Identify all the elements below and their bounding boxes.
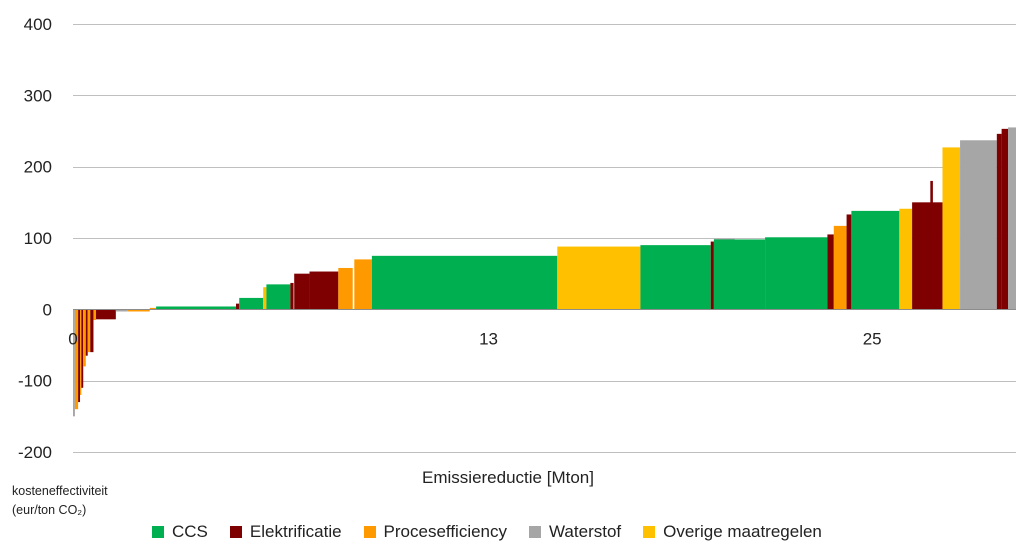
legend-label-overige-maatregelen: Overige maatregelen <box>663 522 822 541</box>
bar-elektrificatie <box>236 303 240 310</box>
bar-waterstof <box>960 140 997 310</box>
bar-elektrificatie <box>846 214 852 310</box>
bar-procesefficiency <box>338 267 353 310</box>
legend-swatch-elektrificatie <box>229 526 242 538</box>
bar-ccs <box>765 237 828 310</box>
y-tick-label: 400 <box>24 15 52 34</box>
bar-procesefficiency <box>354 259 372 310</box>
bar-elektrificatie <box>96 309 116 320</box>
x-tick-label: 25 <box>863 329 882 348</box>
bars <box>73 127 1016 417</box>
bar-overige-maatregelen <box>942 147 961 310</box>
y-tick-label: -100 <box>18 372 52 391</box>
bar-elektrificatie <box>85 309 88 356</box>
bar-elektrificatie <box>78 309 81 403</box>
bar-overige-maatregelen <box>899 208 913 310</box>
y-axis-label-line-1: kosteneffectiviteit <box>12 484 108 498</box>
bar-ccs <box>713 239 766 310</box>
legend-label-procesefficiency: Procesefficiency <box>383 522 508 541</box>
bar-waterstof <box>115 309 128 312</box>
legend-label-waterstof: Waterstof <box>549 522 622 541</box>
bar-procesefficiency <box>833 225 847 310</box>
bar-waterstof <box>73 309 75 417</box>
bar-procesefficiency <box>87 309 91 353</box>
bar-elektrificatie <box>1001 128 1009 310</box>
bar-elektrificatie <box>912 202 943 310</box>
bar-ccs <box>640 245 711 310</box>
y-tick-label: -200 <box>18 443 52 462</box>
legend-item-ccs: CCS <box>152 522 208 542</box>
bar-ccs <box>266 284 291 310</box>
x-axis-label: Emissiereductie [Mton] <box>422 468 594 487</box>
bar-elektrificatie <box>294 273 310 310</box>
legend-label-elektrificatie: Elektrificatie <box>249 522 342 541</box>
legend-item-elektrificatie: Elektrificatie <box>229 522 342 542</box>
bar-elektrificatie <box>290 282 294 310</box>
x-axis-tick-labels: 0 13 25 <box>68 329 881 348</box>
bar-ccs <box>239 297 264 310</box>
bar-ccs <box>371 255 558 310</box>
bar-procesefficiency <box>74 309 79 410</box>
y-tick-label: 200 <box>24 158 52 177</box>
legend-item-overige-maatregelen: Overige maatregelen <box>643 522 822 542</box>
legend-swatch-procesefficiency <box>363 526 376 538</box>
bar-ccs <box>156 306 237 310</box>
bar-elektrificatie <box>309 271 339 310</box>
bar-elektrificatie <box>930 180 933 310</box>
x-tick-label: 13 <box>479 329 498 348</box>
y-tick-label: 300 <box>24 86 52 105</box>
y-axis-label: kosteneffectiviteit (eur/ton CO₂) <box>12 482 108 520</box>
y-tick-label: 0 <box>43 300 52 319</box>
bar-overige-maatregelen <box>263 287 267 310</box>
legend-swatch-waterstof <box>529 526 542 538</box>
bar-procesefficiency <box>93 309 97 321</box>
bar-waterstof <box>1008 127 1016 310</box>
legend-label-ccs: CCS <box>172 522 208 541</box>
legend-item-waterstof: Waterstof <box>529 522 621 542</box>
bar-overige-maatregelen <box>557 246 641 310</box>
bar-procesefficiency <box>80 309 82 395</box>
bar-ccs <box>851 210 900 310</box>
bar-procesefficiency <box>149 307 157 310</box>
legend-swatch-overige-maatregelen <box>643 526 656 538</box>
bar-elektrificatie <box>827 234 834 310</box>
bar-procesefficiency <box>127 309 150 312</box>
bar-elektrificatie <box>710 241 714 310</box>
bar-procesefficiency <box>83 309 86 367</box>
bar-elektrificatie <box>81 309 84 388</box>
bar-elektrificatie <box>90 309 94 353</box>
y-axis-tick-labels: -200 -100 0 100 200 300 400 <box>18 15 52 462</box>
bar-elektrificatie <box>996 133 1002 310</box>
y-axis-label-line-2: (eur/ton CO₂) <box>12 503 87 517</box>
y-tick-label: 100 <box>24 229 52 248</box>
x-tick-label: 0 <box>68 329 77 348</box>
legend-swatch-ccs <box>152 526 164 538</box>
legend: CCS Elektrificatie Procesefficiency Wate… <box>152 522 822 542</box>
legend-item-procesefficiency: Procesefficiency <box>363 522 508 542</box>
